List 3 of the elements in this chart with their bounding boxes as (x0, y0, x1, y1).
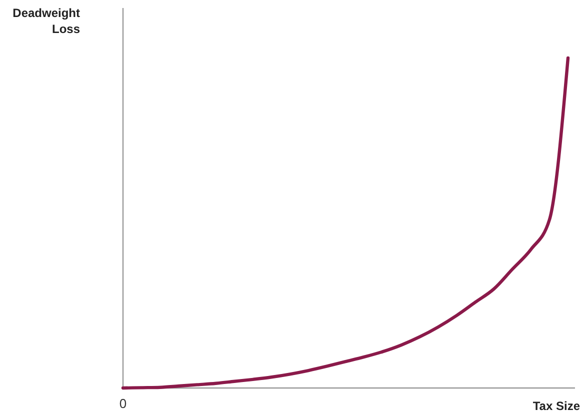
x-axis-title: Tax Size (532, 399, 580, 413)
y-axis-title: Deadweight Loss (12, 6, 80, 36)
text: 0 (119, 396, 127, 411)
